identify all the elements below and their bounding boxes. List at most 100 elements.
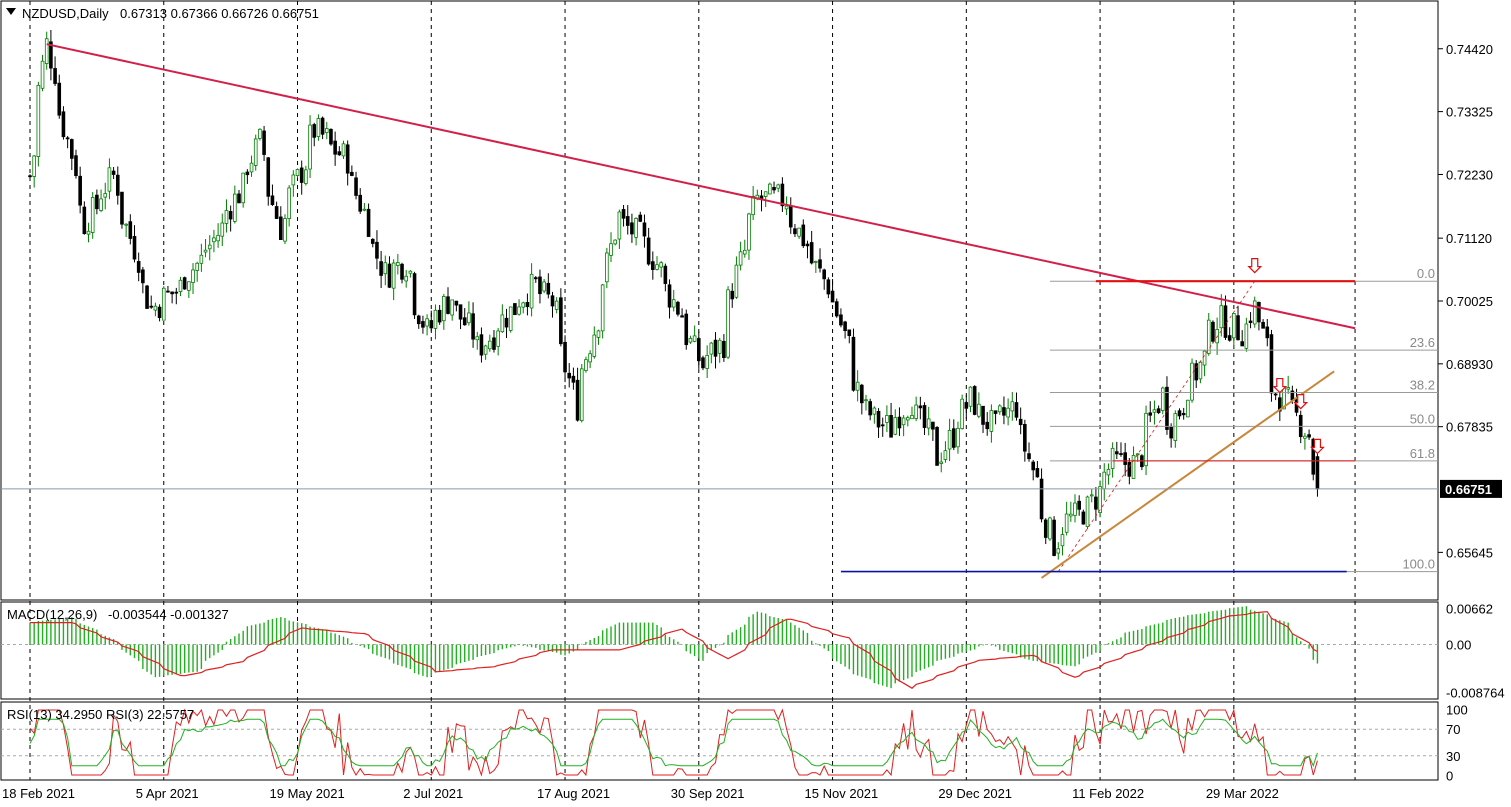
- candle-body: [851, 336, 856, 391]
- candle: [609, 232, 613, 263]
- candle-body: [705, 355, 709, 369]
- candle-body: [396, 262, 400, 266]
- candle-body: [1089, 494, 1094, 497]
- candle-body: [308, 124, 312, 170]
- candle: [734, 256, 739, 299]
- candle-body: [1073, 502, 1077, 516]
- candle: [571, 367, 576, 390]
- candle: [416, 314, 421, 329]
- candle: [1227, 327, 1232, 342]
- candle-body: [768, 183, 772, 195]
- candle-body: [1035, 468, 1040, 478]
- candle: [136, 252, 141, 282]
- candle: [634, 217, 638, 246]
- candle: [412, 271, 417, 319]
- candle: [479, 327, 484, 363]
- candle-body: [400, 263, 404, 280]
- candle: [1181, 407, 1186, 420]
- candle: [793, 224, 797, 237]
- candle-body: [1081, 511, 1086, 525]
- candle: [487, 334, 492, 352]
- candle-body: [487, 340, 492, 350]
- candle: [350, 165, 354, 177]
- macd-label: MACD(12,26,9): [7, 607, 97, 622]
- candle-body: [642, 222, 647, 237]
- candle-body: [1085, 496, 1090, 528]
- candle: [864, 394, 868, 411]
- candle: [1052, 516, 1056, 557]
- candle: [989, 404, 994, 443]
- candle: [617, 209, 622, 249]
- price-tick-label: 0.68930: [1446, 357, 1493, 372]
- candle-body: [166, 290, 170, 293]
- chevron-down-icon[interactable]: [6, 8, 16, 15]
- candle-body: [74, 155, 78, 176]
- candle: [320, 116, 325, 140]
- candle-body: [1240, 341, 1245, 347]
- candle: [237, 189, 241, 204]
- candle-body: [249, 162, 254, 173]
- candle: [605, 247, 609, 289]
- candle-body: [1206, 319, 1211, 354]
- candle: [111, 166, 116, 179]
- candle-body: [283, 218, 287, 242]
- candle-body: [592, 334, 597, 357]
- candle-body: [613, 239, 617, 245]
- candle: [688, 335, 693, 344]
- price-tick-label: 0.73325: [1446, 105, 1493, 120]
- candle-body: [1023, 423, 1027, 452]
- candle: [178, 276, 183, 297]
- candle-body: [918, 405, 923, 409]
- candle: [82, 201, 87, 235]
- candle: [1257, 301, 1261, 331]
- candle-body: [554, 300, 559, 310]
- candle: [174, 287, 179, 305]
- candle-body: [947, 430, 952, 450]
- candle-body: [1257, 301, 1261, 323]
- macd-tick-label: 0.00662: [1446, 601, 1493, 616]
- candle-body: [387, 263, 392, 288]
- candle: [567, 363, 572, 388]
- candle: [776, 183, 781, 193]
- candle-body: [291, 174, 296, 186]
- candle: [375, 230, 379, 270]
- candle-body: [855, 381, 860, 391]
- candle-body: [324, 128, 329, 133]
- candle: [964, 395, 969, 419]
- candle-body: [747, 213, 751, 251]
- candle-body: [596, 330, 601, 338]
- candle-body: [416, 315, 421, 325]
- candle: [926, 406, 931, 436]
- candle: [396, 253, 400, 275]
- candle: [968, 386, 973, 413]
- candle-body: [1027, 453, 1031, 460]
- candle: [446, 287, 450, 315]
- candle: [99, 189, 103, 213]
- candle: [157, 304, 162, 322]
- candle-body: [981, 405, 985, 425]
- candle: [575, 367, 580, 422]
- candle: [855, 370, 860, 402]
- candle-body: [621, 209, 626, 219]
- macd-values: -0.003544 -0.001327: [108, 607, 229, 622]
- candle-body: [956, 427, 960, 448]
- fib-level-label: 61.8: [1410, 446, 1435, 461]
- candle-body: [233, 193, 237, 222]
- candle: [1048, 516, 1052, 541]
- candle-body: [421, 321, 425, 328]
- candle-body: [120, 191, 124, 225]
- candle: [199, 243, 204, 272]
- candle-body: [529, 273, 534, 309]
- candle: [400, 262, 404, 284]
- candle-body: [1186, 399, 1190, 418]
- candle-body: [500, 314, 505, 333]
- candle: [872, 406, 877, 424]
- candle: [354, 171, 358, 200]
- candle: [450, 299, 454, 321]
- candle-body: [868, 401, 872, 416]
- candle-body: [1127, 462, 1132, 477]
- candle: [972, 385, 977, 416]
- candle: [667, 279, 672, 319]
- candle: [947, 418, 952, 462]
- candle-body: [1148, 412, 1153, 416]
